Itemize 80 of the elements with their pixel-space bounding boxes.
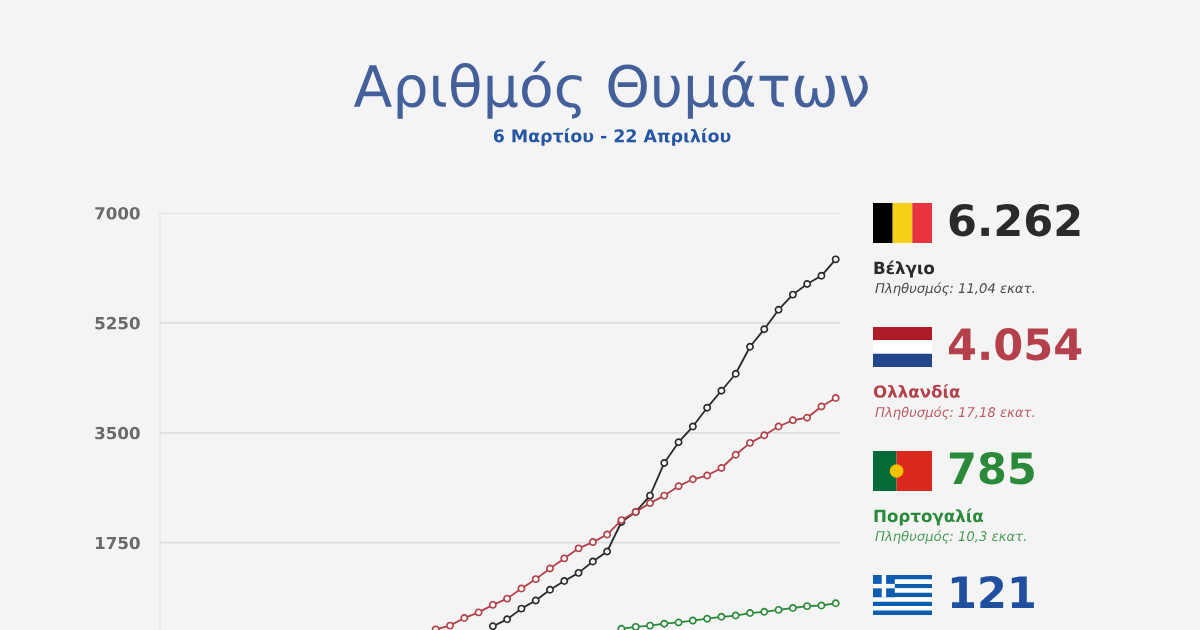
- point: [731, 369, 740, 378]
- point: [588, 538, 597, 547]
- point: [660, 619, 669, 628]
- y-tick-label: 3500: [95, 426, 140, 440]
- point: [446, 621, 454, 630]
- point: [774, 605, 783, 614]
- point: [760, 431, 769, 440]
- point: [574, 544, 583, 553]
- text: Πληθυσμός: 11,04 εκατ.: [875, 282, 1034, 296]
- point: [546, 585, 554, 594]
- y-tick-label: 7000: [95, 206, 140, 220]
- point: [546, 564, 554, 573]
- point: [831, 599, 840, 608]
- point: [831, 255, 840, 264]
- text: Πορτογαλία: [874, 508, 984, 526]
- point: [488, 600, 497, 609]
- point: [817, 601, 826, 610]
- point: [717, 386, 726, 395]
- point: [817, 271, 826, 280]
- point: [503, 615, 512, 624]
- text: Πληθυσμός: 10,3 εκατ.: [875, 530, 1026, 544]
- point: [574, 568, 583, 577]
- text: 6.262: [949, 203, 1080, 237]
- chart-subtitle: 6 Μαρτίου - 22 Απριλίου: [493, 128, 731, 146]
- point: [646, 491, 654, 500]
- y-tick-label: 5250: [95, 316, 140, 330]
- point: [660, 491, 669, 500]
- point: [731, 450, 740, 459]
- text: Βέλγιο: [874, 260, 935, 278]
- point: [460, 614, 469, 623]
- point: [817, 402, 826, 411]
- y-tick-label: 1750: [96, 536, 140, 550]
- point: [803, 280, 812, 288]
- point: [603, 547, 612, 556]
- point: [674, 618, 683, 627]
- point: [674, 438, 683, 447]
- text: Ολλανδία: [873, 384, 960, 398]
- point: [717, 464, 726, 472]
- point: [803, 602, 812, 611]
- point: [588, 557, 597, 566]
- point: [788, 290, 797, 299]
- point: [831, 394, 840, 402]
- point: [688, 475, 697, 484]
- point: [703, 471, 712, 480]
- point: [703, 614, 712, 623]
- point: [788, 416, 797, 425]
- point: [646, 499, 654, 508]
- point: [560, 577, 569, 585]
- text: 785: [949, 451, 1034, 485]
- point: [503, 594, 512, 603]
- point: [803, 413, 812, 422]
- text: 121: [951, 575, 1034, 608]
- point: [660, 458, 669, 467]
- point: [774, 305, 783, 314]
- point: [746, 342, 754, 351]
- point: [703, 403, 712, 412]
- point: [474, 608, 483, 617]
- point: [488, 622, 497, 630]
- point: [517, 604, 526, 613]
- point: [688, 422, 697, 431]
- point: [517, 584, 526, 593]
- point: [746, 438, 754, 447]
- point: [760, 325, 769, 334]
- point: [788, 604, 797, 612]
- text: 4.054: [948, 327, 1082, 361]
- chart-title: Αριθμός Θυμάτων: [353, 61, 868, 119]
- point: [631, 622, 640, 630]
- point: [646, 621, 654, 630]
- point: [531, 596, 540, 605]
- point: [760, 607, 769, 616]
- point: [731, 611, 740, 620]
- point: [717, 612, 726, 621]
- point: [560, 554, 569, 563]
- point: [674, 482, 683, 491]
- point: [774, 422, 783, 431]
- text: Πληθυσμός: 17,18 εκατ.: [875, 406, 1034, 420]
- point: [531, 575, 540, 584]
- point: [688, 616, 697, 625]
- point: [603, 530, 612, 539]
- point: [746, 609, 754, 618]
